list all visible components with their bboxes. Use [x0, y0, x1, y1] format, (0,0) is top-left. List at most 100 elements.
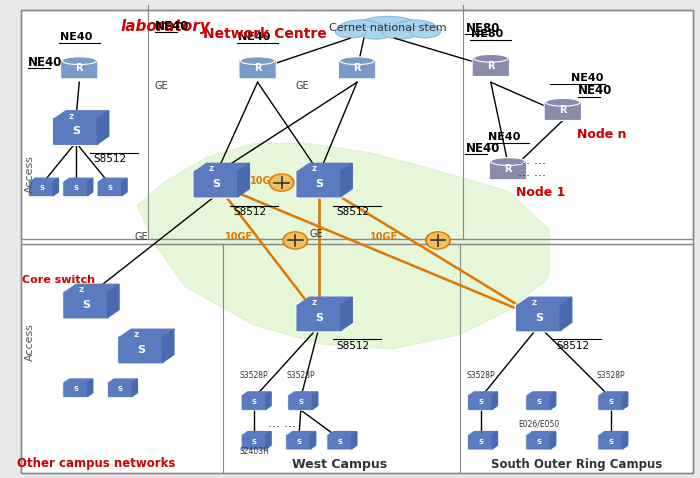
- Circle shape: [428, 233, 449, 248]
- Polygon shape: [30, 178, 59, 182]
- Ellipse shape: [335, 25, 366, 38]
- FancyBboxPatch shape: [61, 60, 98, 79]
- Polygon shape: [162, 329, 174, 362]
- Text: Core switch: Core switch: [22, 275, 95, 284]
- Polygon shape: [243, 392, 271, 396]
- Text: GE: GE: [295, 81, 309, 91]
- FancyBboxPatch shape: [97, 181, 123, 196]
- Text: S8512: S8512: [337, 341, 370, 351]
- Polygon shape: [88, 178, 93, 196]
- Polygon shape: [517, 297, 572, 305]
- Polygon shape: [599, 432, 628, 435]
- Text: S: S: [536, 399, 541, 405]
- Text: S: S: [478, 399, 483, 405]
- Ellipse shape: [473, 54, 508, 62]
- Polygon shape: [550, 432, 556, 449]
- Text: R: R: [254, 64, 261, 74]
- Polygon shape: [469, 392, 498, 396]
- Text: NE80: NE80: [471, 29, 503, 39]
- Polygon shape: [53, 178, 59, 196]
- Text: S: S: [252, 438, 257, 445]
- Polygon shape: [108, 284, 119, 317]
- Text: R: R: [487, 61, 494, 71]
- Text: S3528P: S3528P: [240, 371, 269, 380]
- Text: S3528P: S3528P: [286, 371, 315, 380]
- Ellipse shape: [383, 26, 417, 39]
- Ellipse shape: [545, 98, 580, 106]
- Polygon shape: [351, 432, 357, 449]
- FancyBboxPatch shape: [515, 304, 562, 332]
- Polygon shape: [622, 392, 628, 409]
- Text: Z: Z: [69, 114, 74, 120]
- Text: NE80: NE80: [466, 22, 500, 35]
- Text: ... ...: ... ...: [267, 417, 295, 431]
- Text: NE40: NE40: [60, 32, 92, 42]
- Text: S: S: [82, 300, 90, 310]
- Polygon shape: [108, 379, 137, 383]
- FancyBboxPatch shape: [526, 435, 552, 450]
- Polygon shape: [64, 379, 93, 383]
- FancyBboxPatch shape: [241, 435, 267, 450]
- Text: S: S: [315, 313, 323, 323]
- Text: 10GE: 10GE: [225, 232, 253, 241]
- Text: Other campus networks: Other campus networks: [18, 457, 176, 470]
- Polygon shape: [298, 163, 352, 172]
- Polygon shape: [328, 432, 357, 435]
- Text: Access: Access: [25, 323, 35, 361]
- Circle shape: [426, 232, 450, 249]
- Text: S: S: [337, 438, 342, 445]
- Polygon shape: [195, 163, 249, 172]
- FancyBboxPatch shape: [296, 170, 343, 198]
- Polygon shape: [289, 392, 318, 396]
- Polygon shape: [298, 297, 352, 305]
- FancyBboxPatch shape: [193, 170, 240, 198]
- Polygon shape: [550, 392, 556, 409]
- Text: S8512: S8512: [234, 207, 267, 217]
- Text: S2403H: S2403H: [239, 447, 269, 456]
- Polygon shape: [132, 379, 137, 396]
- Text: Network Centre: Network Centre: [203, 27, 326, 42]
- FancyBboxPatch shape: [489, 161, 526, 180]
- Text: NE40: NE40: [571, 73, 603, 83]
- FancyBboxPatch shape: [288, 395, 314, 410]
- Polygon shape: [469, 432, 498, 435]
- Text: S: S: [108, 185, 113, 191]
- Ellipse shape: [358, 26, 393, 39]
- Text: S: S: [608, 438, 613, 445]
- Polygon shape: [238, 163, 249, 196]
- Text: Z: Z: [531, 300, 536, 306]
- Polygon shape: [527, 392, 556, 396]
- FancyBboxPatch shape: [239, 60, 276, 79]
- Text: S: S: [478, 438, 483, 445]
- Polygon shape: [138, 143, 549, 349]
- Text: S: S: [608, 399, 613, 405]
- Text: Z: Z: [78, 287, 84, 293]
- FancyBboxPatch shape: [286, 435, 312, 450]
- Text: Node 1: Node 1: [516, 185, 566, 199]
- Text: S3528P: S3528P: [466, 371, 495, 380]
- Text: S: S: [137, 345, 145, 355]
- Text: South Outer Ring Campus: South Outer Ring Campus: [491, 458, 662, 471]
- Circle shape: [283, 232, 308, 249]
- Polygon shape: [492, 392, 498, 409]
- FancyBboxPatch shape: [29, 181, 55, 196]
- FancyBboxPatch shape: [241, 395, 267, 410]
- FancyBboxPatch shape: [544, 101, 582, 120]
- Text: ... ...: ... ...: [518, 165, 546, 179]
- Text: Z: Z: [312, 166, 317, 172]
- Text: S: S: [535, 313, 542, 323]
- FancyBboxPatch shape: [468, 395, 493, 410]
- FancyBboxPatch shape: [327, 435, 353, 450]
- Polygon shape: [599, 392, 628, 396]
- Text: Z: Z: [312, 300, 317, 306]
- FancyBboxPatch shape: [296, 304, 343, 332]
- Polygon shape: [97, 111, 108, 144]
- Ellipse shape: [357, 16, 419, 36]
- Text: ... ...: ... ...: [518, 153, 546, 167]
- Ellipse shape: [339, 20, 382, 36]
- Text: Node n: Node n: [577, 128, 626, 141]
- Polygon shape: [55, 111, 108, 119]
- Text: Z: Z: [134, 332, 139, 338]
- Ellipse shape: [491, 158, 525, 165]
- Text: S: S: [74, 185, 78, 191]
